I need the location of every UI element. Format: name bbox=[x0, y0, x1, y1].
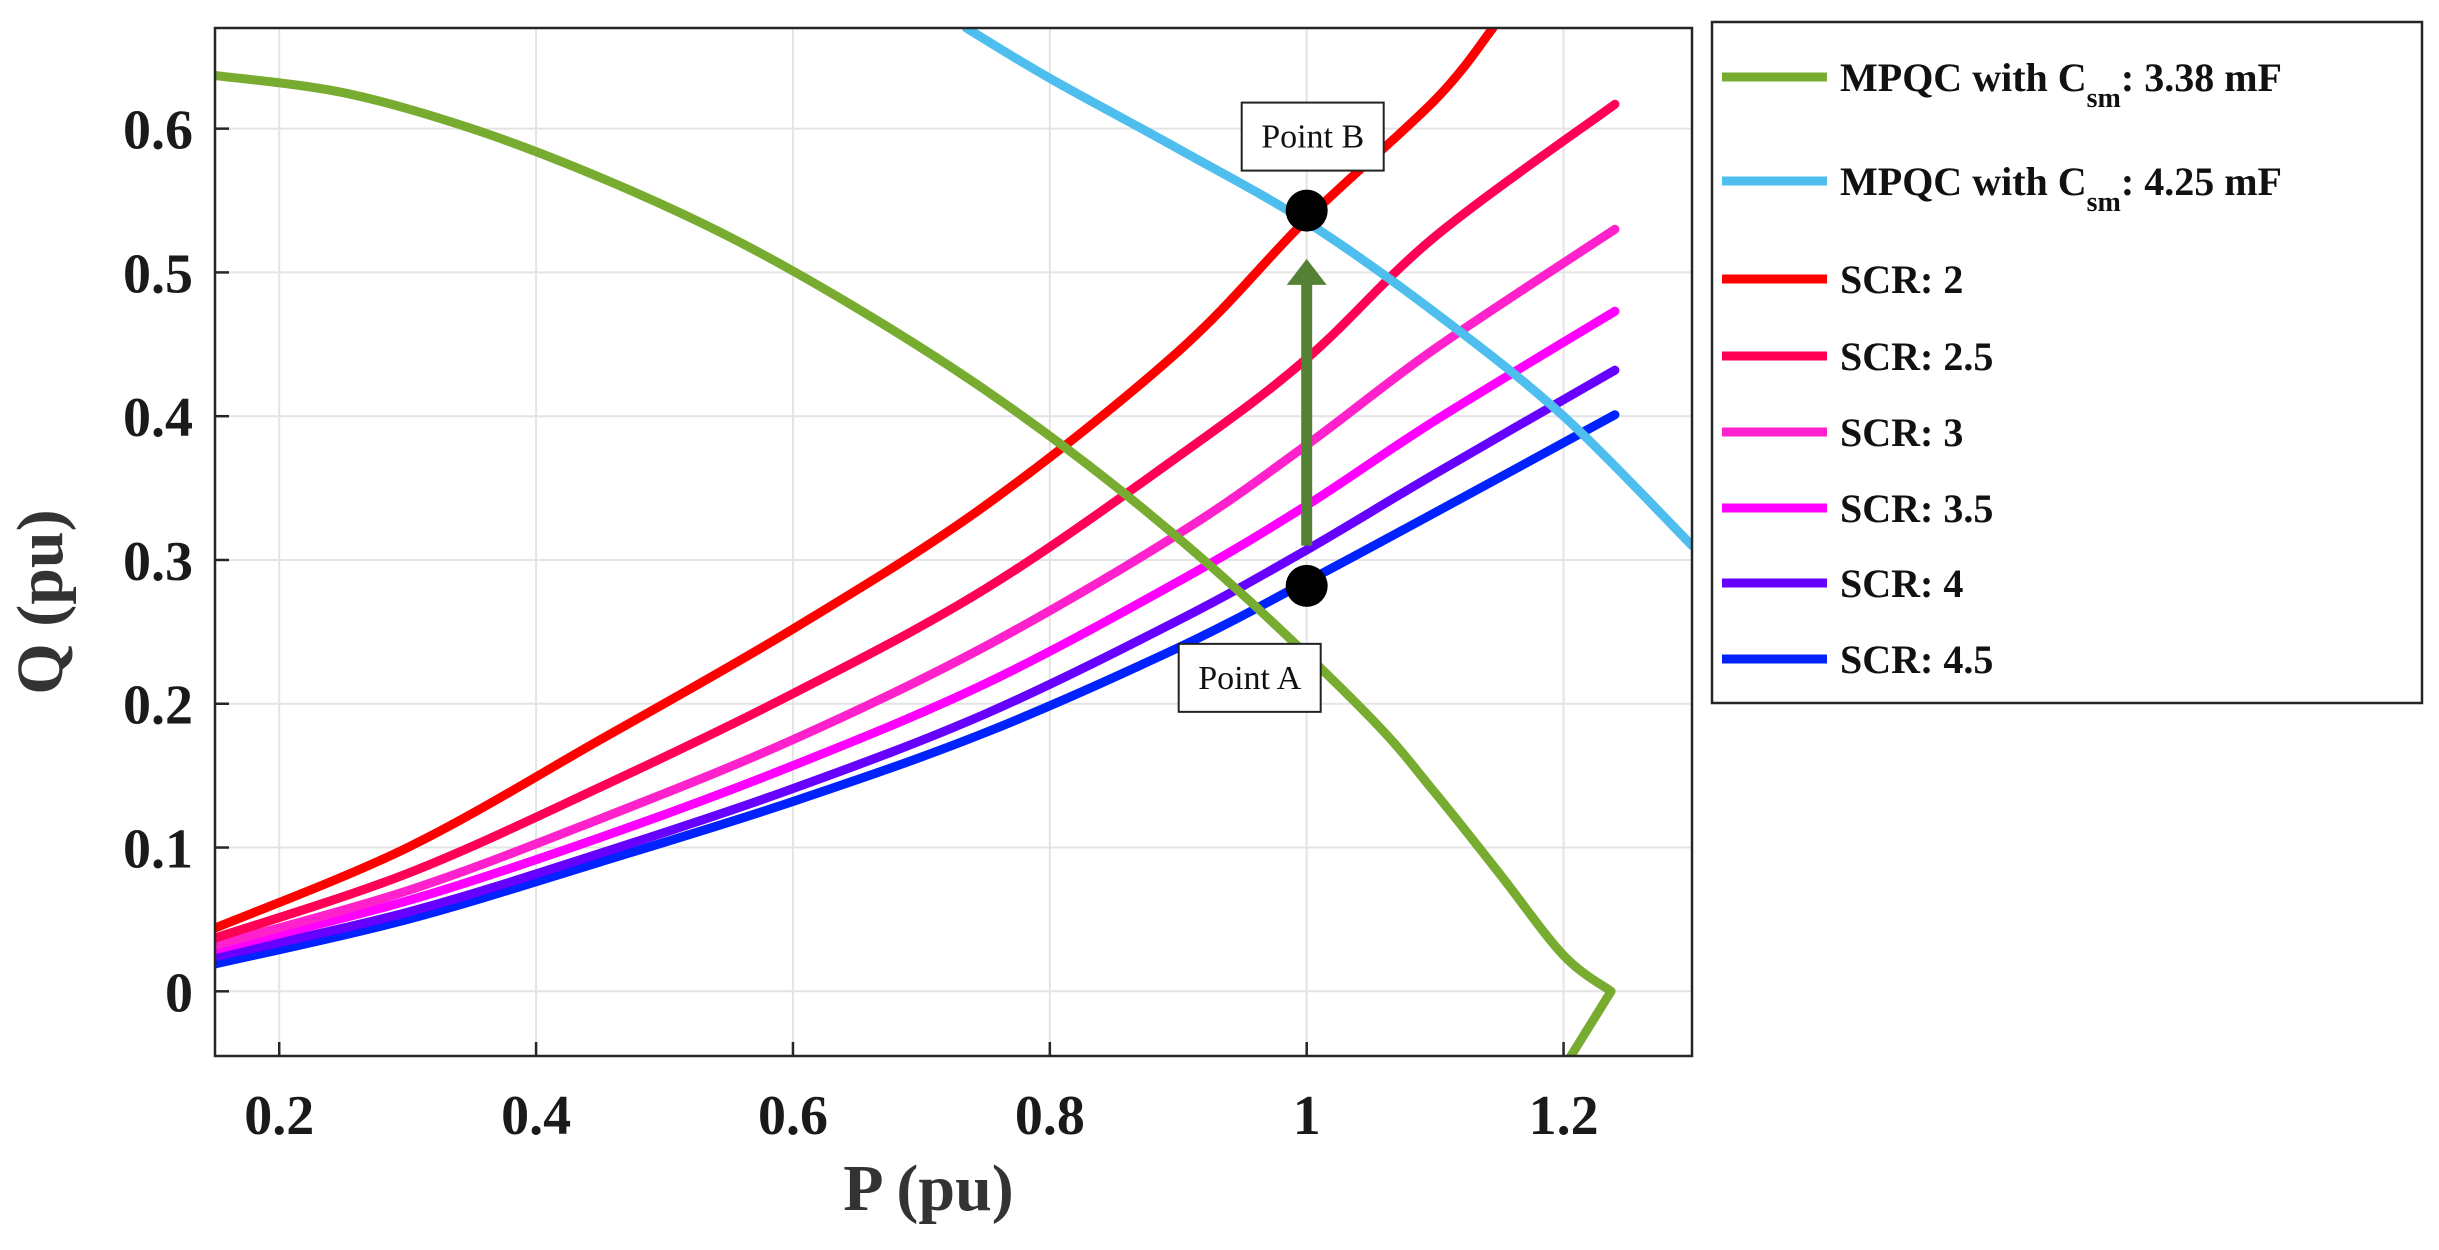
series-lines bbox=[215, 28, 1692, 1056]
legend-label-main: SCR: 2.5 bbox=[1840, 334, 1993, 379]
series-line bbox=[215, 224, 1620, 950]
legend-entry-label: SCR: 3 bbox=[1840, 410, 1963, 455]
series-line bbox=[215, 410, 1620, 969]
point-label: Point A bbox=[1198, 660, 1301, 697]
legend-entry-label: MPQC with Csm: 3.38 mF bbox=[1840, 55, 2282, 114]
series-line bbox=[215, 365, 1620, 962]
x-tick-label: 0.2 bbox=[244, 1085, 314, 1147]
legend-entry-label: SCR: 2 bbox=[1840, 257, 1963, 302]
arrow-head bbox=[1286, 258, 1327, 285]
legend-entry-label: MPQC with Csm: 4.25 mF bbox=[1840, 159, 2282, 218]
x-tick-label: 1.2 bbox=[1529, 1085, 1599, 1147]
annotations: Point A Point B bbox=[1177, 101, 1385, 713]
legend-label-main: SCR: 3.5 bbox=[1840, 486, 1993, 531]
legend-entry-label: SCR: 3.5 bbox=[1840, 486, 1993, 531]
x-tick-label: 0.4 bbox=[501, 1085, 571, 1147]
x-tick-label: 1 bbox=[1293, 1085, 1321, 1147]
legend-label-main: SCR: 2 bbox=[1840, 257, 1963, 302]
y-tick-label: 0.4 bbox=[123, 387, 193, 449]
legend-label-main: SCR: 3 bbox=[1840, 410, 1963, 455]
legend-label-main: SCR: 4.5 bbox=[1840, 637, 1993, 682]
point-label-box bbox=[1177, 642, 1322, 713]
plot-frame bbox=[213, 26, 1694, 1058]
series-line bbox=[215, 306, 1620, 955]
x-tick-label: 0.8 bbox=[1015, 1085, 1085, 1147]
legend-entry-label: SCR: 2.5 bbox=[1840, 334, 1993, 379]
y-tick-label: 0.1 bbox=[123, 819, 193, 881]
x-axis-title: P (pu) bbox=[843, 1152, 1014, 1225]
series-line bbox=[215, 28, 1498, 933]
legend-label-tail: : 4.25 mF bbox=[2121, 159, 2282, 204]
y-tick-label: 0.5 bbox=[123, 243, 193, 305]
point-label-box bbox=[1240, 101, 1385, 172]
legend-label-main: MPQC with C bbox=[1840, 159, 2087, 204]
y-tick-label: 0 bbox=[165, 962, 193, 1024]
legend-entry-label: SCR: 4 bbox=[1840, 561, 1963, 606]
y-tick-label: 0.3 bbox=[123, 531, 193, 593]
legend-entry-label: SCR: 4.5 bbox=[1840, 637, 1993, 682]
legend-label-main: MPQC with C bbox=[1840, 55, 2087, 100]
legend-label-tail: : 3.38 mF bbox=[2121, 55, 2282, 100]
legend-box bbox=[1710, 20, 2424, 705]
legend-label-main: SCR: 4 bbox=[1840, 561, 1963, 606]
x-tick-label: 0.6 bbox=[758, 1085, 828, 1147]
y-axis-title: Q (pu) bbox=[4, 509, 77, 694]
y-tick-label: 0.6 bbox=[123, 100, 193, 162]
operating-point-marker bbox=[1285, 189, 1328, 232]
axis-ticks: 0.2 0.4 0.6 0.8 1 1.2 0 0.1 0.2 0.3 0.4 0.5 0.6 bbox=[123, 100, 1599, 1147]
y-tick-label: 0.2 bbox=[123, 675, 193, 737]
legend-label-subscript: sm bbox=[2087, 83, 2121, 114]
point-label: Point B bbox=[1261, 119, 1364, 156]
operating-point-marker bbox=[1285, 564, 1328, 607]
legend-label-subscript: sm bbox=[2087, 187, 2121, 218]
series-line bbox=[215, 70, 1616, 1056]
